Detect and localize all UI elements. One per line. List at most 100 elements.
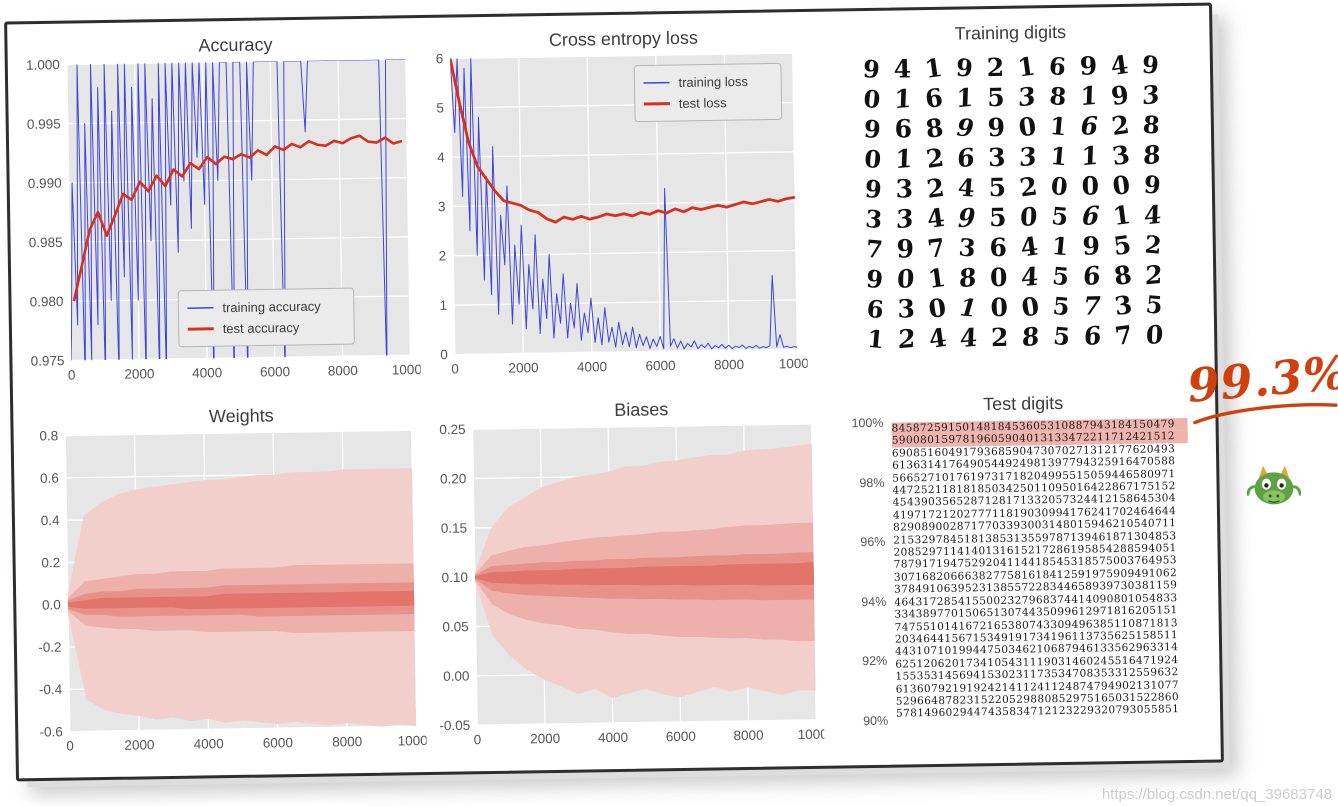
watermark-url: https://blog.csdn.net/qq_39683748: [1101, 786, 1332, 803]
handwritten-digit: 6: [923, 82, 945, 114]
handwritten-digit: 4: [959, 322, 978, 353]
handwritten-digit: 4: [927, 322, 949, 354]
handwritten-digit: 1: [955, 82, 975, 113]
svg-text:test accuracy: test accuracy: [223, 320, 300, 336]
loss-title: Cross entropy loss: [548, 27, 699, 50]
svg-text:0.995: 0.995: [27, 116, 61, 132]
svg-text:test loss: test loss: [679, 95, 727, 111]
svg-text:10000: 10000: [398, 733, 427, 749]
handwritten-digit: 5: [1051, 291, 1071, 321]
handwritten-digit: 2: [924, 142, 946, 174]
svg-text:0: 0: [474, 732, 482, 747]
handwritten-digit: 1: [866, 324, 886, 354]
percent-tick-label: 92%: [862, 654, 888, 669]
svg-text:3: 3: [438, 199, 446, 214]
svg-text:0.975: 0.975: [30, 353, 64, 369]
handwritten-digit: 4: [925, 202, 947, 234]
handwritten-digit: 4: [1020, 261, 1039, 292]
handwritten-digit: 3: [895, 203, 914, 234]
handwritten-digit: 3: [1017, 81, 1037, 112]
svg-text:0.00: 0.00: [443, 669, 470, 684]
svg-text:4000: 4000: [577, 359, 607, 374]
handwritten-digit: 0: [1049, 171, 1069, 201]
svg-text:1.000: 1.000: [26, 57, 60, 73]
handwritten-digit: 5: [1052, 321, 1072, 351]
handwritten-digit: 5: [1051, 261, 1071, 291]
handwritten-digit: 3: [957, 232, 977, 263]
handwritten-digit: 4: [1018, 230, 1040, 263]
svg-text:4: 4: [437, 150, 445, 165]
handwritten-digit: 8: [1048, 81, 1068, 111]
svg-text:0: 0: [440, 347, 448, 362]
svg-text:6000: 6000: [645, 358, 675, 373]
handwritten-digit: 4: [956, 172, 976, 203]
percent-tick-label: 100%: [851, 415, 884, 431]
handwritten-digit: 2: [990, 322, 1009, 352]
svg-text:training loss: training loss: [678, 74, 748, 90]
handwritten-digit: 0: [1110, 169, 1132, 201]
svg-text:2000: 2000: [508, 360, 538, 375]
svg-text:0.8: 0.8: [39, 428, 58, 443]
handwritten-digit: 7: [1113, 319, 1135, 351]
handwritten-digit: 0: [990, 292, 1009, 322]
svg-text:10000: 10000: [392, 362, 421, 378]
svg-text:8000: 8000: [733, 728, 763, 743]
handwritten-digit: 2: [897, 323, 916, 354]
svg-text:6000: 6000: [666, 729, 696, 744]
svg-text:0: 0: [68, 367, 76, 382]
handwritten-digit: 6: [1083, 320, 1102, 351]
handwritten-digit: 3: [895, 173, 914, 204]
handwritten-digit: 1: [1048, 111, 1068, 141]
svg-text:5: 5: [436, 100, 444, 115]
handwritten-digit: 9: [861, 54, 881, 84]
handwritten-digit: 5: [1144, 289, 1164, 320]
accuracy-chart: 0 2000 4000 6000 8000 10000 0.975 0.980 0.985 0.9…: [26, 57, 421, 382]
handwritten-digit: 0: [862, 84, 882, 114]
handwritten-digit: 0: [926, 292, 948, 324]
svg-text:0.20: 0.20: [440, 471, 467, 486]
handwritten-digit: 3: [987, 142, 1006, 172]
figure-grid: Accuracy 0 2000 4000 6000 8000 10000 0.975 0.98…: [7, 6, 1221, 779]
svg-text:8000: 8000: [328, 363, 358, 378]
svg-text:0: 0: [451, 361, 459, 376]
handwritten-digit: 5: [988, 202, 1007, 232]
handwritten-digit: 2: [1143, 229, 1163, 260]
weights-chart: 0 2000 4000 6000 8000 10000 -0.6 -0.4 -0.2 0.0 0.2…: [38, 428, 427, 754]
handwritten-digit: 6: [1047, 51, 1067, 81]
svg-text:10000: 10000: [779, 356, 808, 372]
handwritten-digit: 1: [1049, 141, 1069, 171]
handwritten-digit: 8: [1021, 321, 1040, 352]
training-digits-title: Training digits: [954, 21, 1067, 44]
handwritten-digit: 4: [1143, 199, 1162, 230]
handwritten-digit: 9: [1142, 169, 1162, 200]
svg-text:4000: 4000: [598, 730, 628, 745]
test-digits-axis: 100% 98% 96% 94% 92% 90%: [845, 416, 896, 728]
svg-text:-0.2: -0.2: [38, 640, 61, 655]
biases-chart: 0 2000 4000 6000 8000 10000 -0.05 0.00 0.05 0.10 0…: [439, 422, 825, 747]
handwritten-digit: 1: [894, 143, 914, 174]
weights-title: Weights: [208, 405, 274, 427]
svg-text:2000: 2000: [124, 366, 154, 381]
dragon-face-icon: [1246, 458, 1302, 512]
svg-text:6: 6: [435, 51, 443, 66]
handwritten-digit: 2: [1109, 109, 1131, 141]
handwritten-digit: 8: [1141, 109, 1161, 140]
svg-text:0: 0: [66, 739, 74, 754]
handwritten-digit: 5: [1111, 229, 1133, 261]
handwritten-digit: 9: [1079, 50, 1098, 81]
handwritten-digit: 1: [1111, 199, 1133, 231]
handwritten-digit: 3: [1112, 289, 1134, 321]
svg-text:0.985: 0.985: [29, 235, 63, 251]
handwritten-digit: 1: [1080, 140, 1100, 171]
svg-text:4000: 4000: [194, 736, 224, 751]
biases-title: Biases: [614, 399, 669, 420]
handwritten-digit: 0: [1081, 170, 1100, 201]
svg-text:6000: 6000: [263, 735, 293, 750]
percent-tick-label: 90%: [863, 713, 889, 729]
svg-text:10000: 10000: [797, 727, 824, 743]
svg-text:0.05: 0.05: [442, 619, 469, 634]
handwritten-digit: 9: [863, 174, 883, 204]
svg-text:-0.05: -0.05: [439, 718, 470, 733]
handwritten-digit: 1: [893, 83, 913, 114]
